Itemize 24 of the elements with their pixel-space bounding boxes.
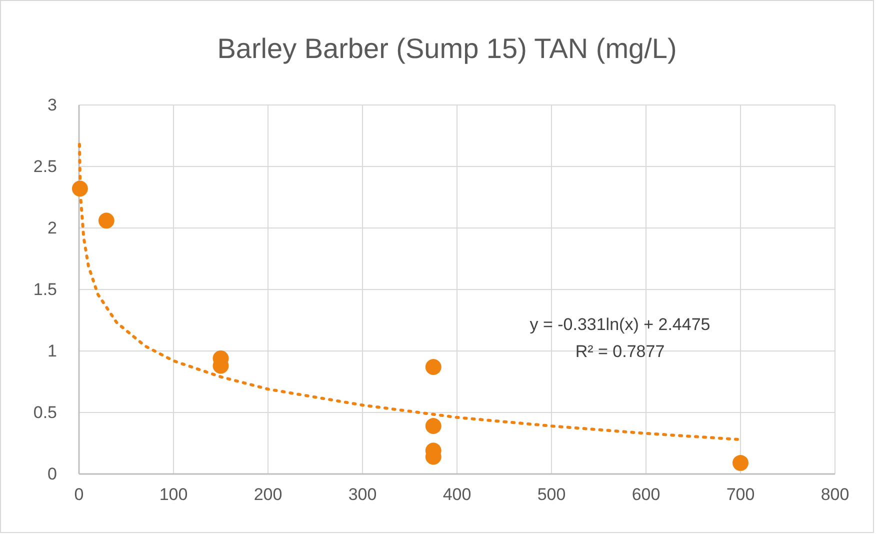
x-tick-label: 100 <box>159 485 188 504</box>
x-tick-label: 0 <box>74 485 84 504</box>
annotation: y = -0.331ln(x) + 2.4475 <box>530 315 710 334</box>
x-tick-label: 400 <box>442 485 472 504</box>
y-tick-label: 0 <box>48 464 57 484</box>
point <box>72 180 88 197</box>
y-tick-label: 2 <box>48 218 57 238</box>
y-tick-label: 1.5 <box>33 280 57 299</box>
x-tick-label: 800 <box>820 485 850 504</box>
x-tick-label: 700 <box>726 485 755 504</box>
y-tick-label: 3 <box>48 95 57 114</box>
x-tick-label: 300 <box>348 485 377 504</box>
y-tick-label: 1 <box>48 341 57 360</box>
point <box>425 359 442 375</box>
y-tick-label: 0.5 <box>33 402 57 422</box>
point <box>425 418 442 434</box>
point <box>732 454 748 471</box>
x-tick-label: 600 <box>632 485 660 504</box>
annotation: R² = 0.7877 <box>575 342 665 361</box>
chart-title: Barley Barber (Sump 15) TAN (mg/L) <box>217 33 677 64</box>
x-tick-label: 200 <box>254 485 282 504</box>
y-tick-label: 2.5 <box>33 156 57 176</box>
point <box>98 212 114 229</box>
x-tick-label: 500 <box>537 485 566 504</box>
